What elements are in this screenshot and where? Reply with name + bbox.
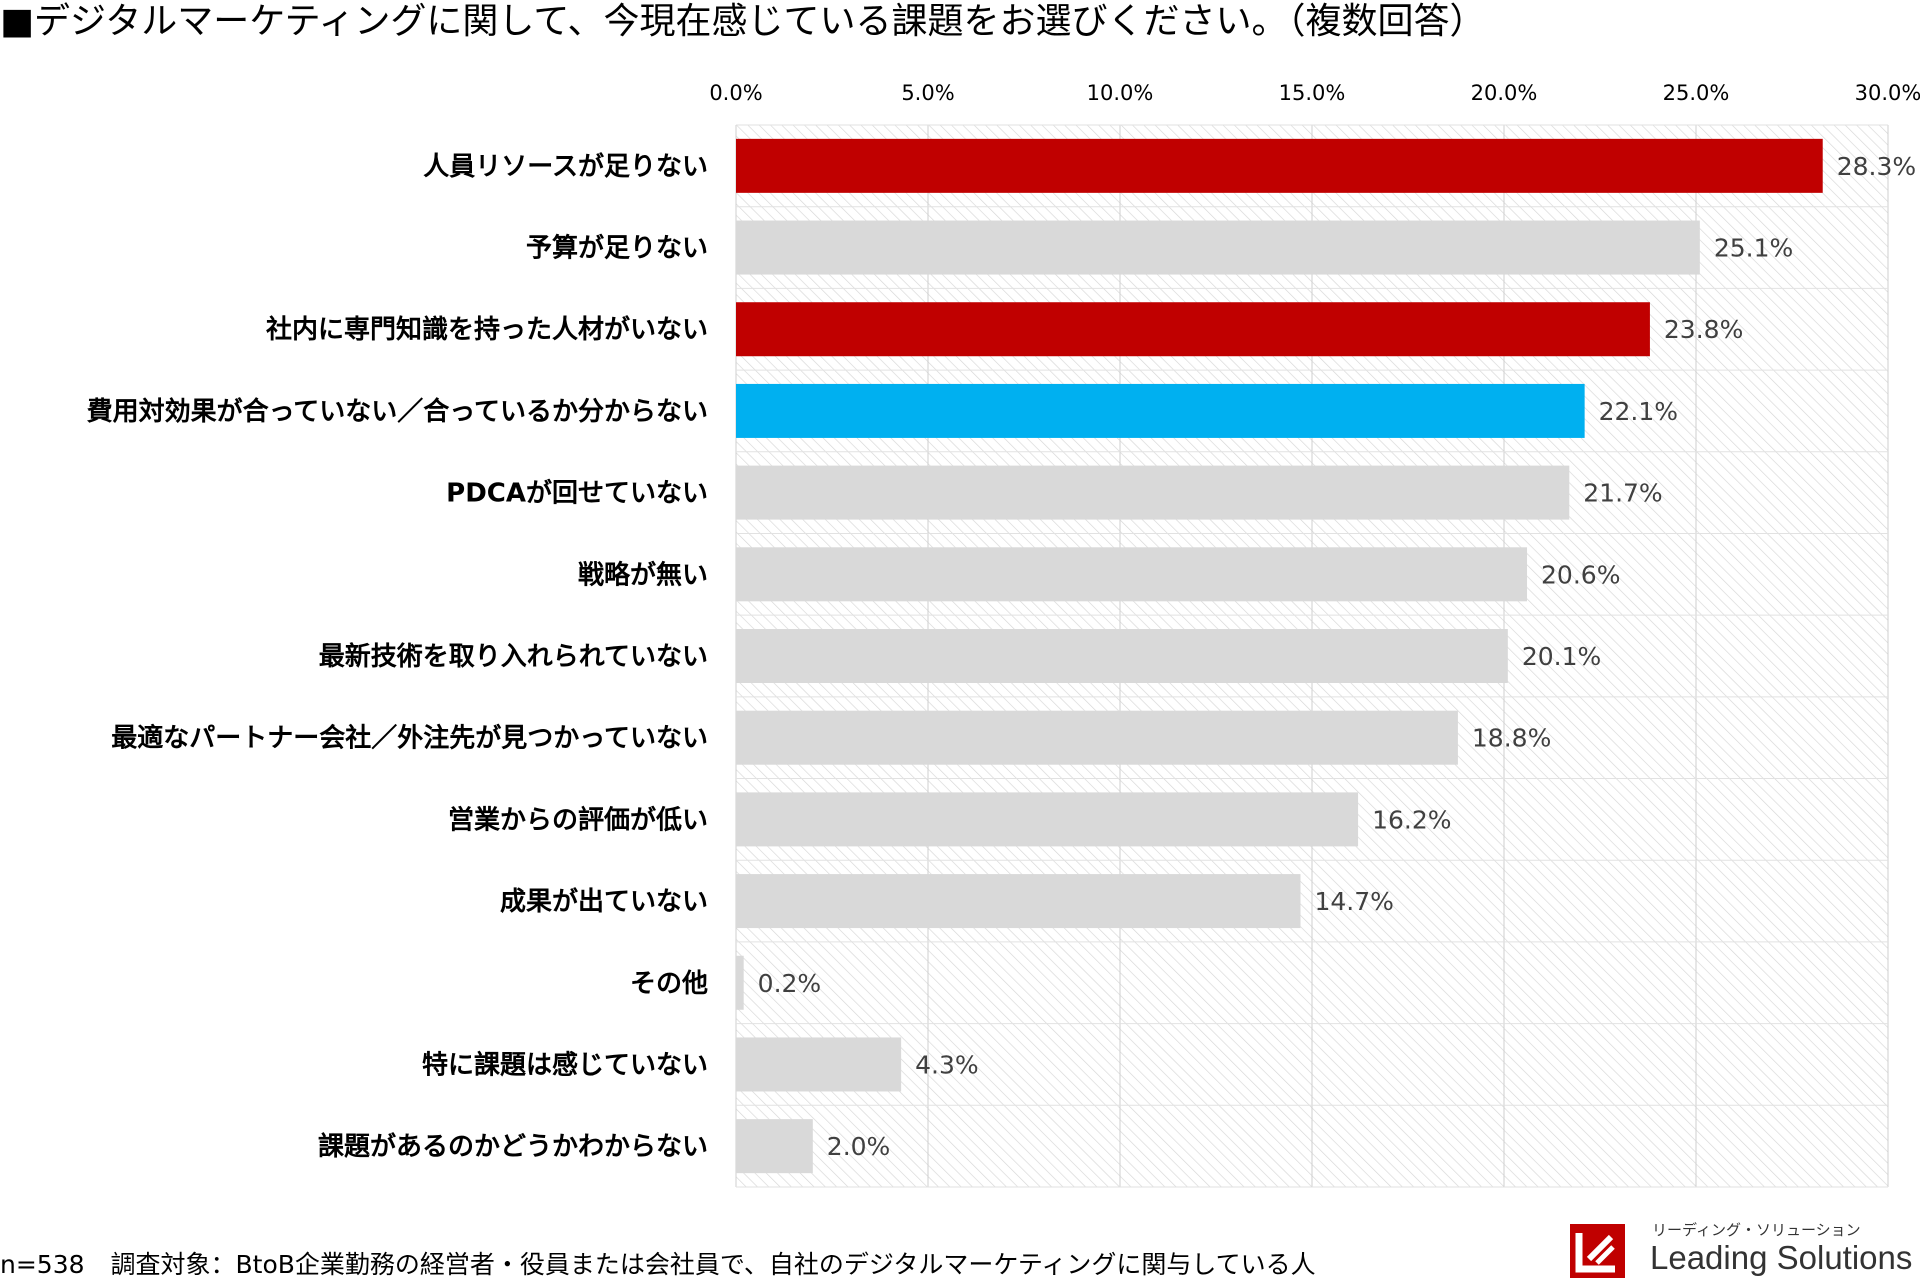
x-tick-label: 25.0% <box>1663 81 1730 105</box>
category-label: 戦略が無い <box>578 559 708 590</box>
footnote: n=538 調査対象：BtoB企業勤務の経営者・役員または会社員で、自社のデジタル… <box>0 1249 1316 1281</box>
bar <box>736 629 1508 683</box>
data-label: 18.8% <box>1472 724 1551 753</box>
data-label: 21.7% <box>1583 479 1662 508</box>
category-label: 予算が足りない <box>526 233 708 264</box>
x-tick-label: 5.0% <box>901 81 954 105</box>
category-label: 営業からの評価が低い <box>448 804 708 835</box>
data-label: 2.0% <box>827 1132 891 1161</box>
category-label: 成果が出ていない <box>500 886 708 917</box>
bar <box>736 955 744 1010</box>
category-label: 費用対効果が合っていない／合っているか分からない <box>87 396 708 427</box>
bar <box>736 1037 902 1092</box>
category-label: 最新技術を取り入れられていない <box>319 641 708 672</box>
bar <box>736 383 1585 438</box>
leading-solutions-logo-icon <box>1570 1224 1625 1278</box>
category-label: 最適なパートナー会社／外注先が見つかっていない <box>111 723 708 754</box>
data-label: 20.1% <box>1522 642 1601 671</box>
chart-title: ■デジタルマーケティングに関して、今現在感じている課題をお選びください。（複数回… <box>0 1 1486 42</box>
bar-chart: 0.0% 5.0% 10.0% 15.0% 20.0% 25.0% 30.0% 人員リソース… <box>87 81 1920 1188</box>
bar <box>736 792 1359 847</box>
x-tick-label: 0.0% <box>709 81 762 105</box>
category-label: PDCAが回せていない <box>446 478 708 509</box>
bar <box>736 547 1528 602</box>
data-label: 20.6% <box>1541 560 1620 589</box>
category-label: 人員リソースが足りない <box>423 151 708 182</box>
x-tick-label: 10.0% <box>1087 81 1154 105</box>
bar <box>736 710 1458 765</box>
x-tick-label: 30.0% <box>1855 81 1920 105</box>
bar <box>736 1119 813 1174</box>
x-tick-label: 20.0% <box>1471 81 1538 105</box>
bar <box>736 220 1700 275</box>
data-label: 23.8% <box>1664 315 1743 344</box>
category-label: 社内に専門知識を持った人材がいない <box>266 314 708 345</box>
x-tick-label: 15.0% <box>1279 81 1346 105</box>
data-label: 14.7% <box>1314 887 1393 916</box>
data-label: 0.2% <box>758 969 822 998</box>
bar <box>736 874 1301 929</box>
data-label: 25.1% <box>1714 234 1793 263</box>
data-label: 16.2% <box>1372 805 1451 834</box>
logo-name: Leading Solutions <box>1650 1239 1913 1276</box>
survey-target: 調査対象：BtoB企業勤務の経営者・役員または会社員で、自社のデジタルマーケティ… <box>110 1250 1316 1279</box>
category-label: 課題があるのかどうかわからない <box>318 1131 708 1162</box>
bar <box>736 138 1823 193</box>
data-label: 22.1% <box>1599 397 1678 426</box>
bar <box>736 302 1650 357</box>
sample-size: n=538 <box>0 1250 85 1279</box>
data-label: 4.3% <box>915 1050 979 1079</box>
category-label: その他 <box>630 969 708 999</box>
data-label: 28.3% <box>1837 152 1916 181</box>
logo-subtitle: リーディング・ソリューション <box>1652 1221 1861 1239</box>
bar <box>736 465 1570 520</box>
category-label: 特に課題は感じていない <box>422 1049 708 1080</box>
